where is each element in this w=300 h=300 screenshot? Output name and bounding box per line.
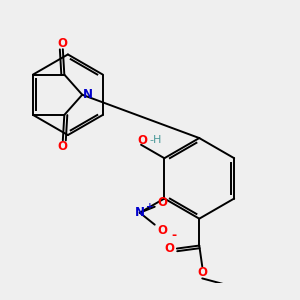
Text: O: O <box>138 134 148 147</box>
Text: O: O <box>157 196 167 209</box>
Text: O: O <box>157 224 167 237</box>
Text: -: - <box>172 229 177 242</box>
Text: N: N <box>135 206 145 219</box>
Text: O: O <box>58 140 68 153</box>
Text: +: + <box>146 202 154 211</box>
Text: -H: -H <box>150 135 162 145</box>
Text: O: O <box>58 37 68 50</box>
Text: O: O <box>164 242 174 255</box>
Text: N: N <box>83 88 93 101</box>
Text: O: O <box>197 266 207 279</box>
